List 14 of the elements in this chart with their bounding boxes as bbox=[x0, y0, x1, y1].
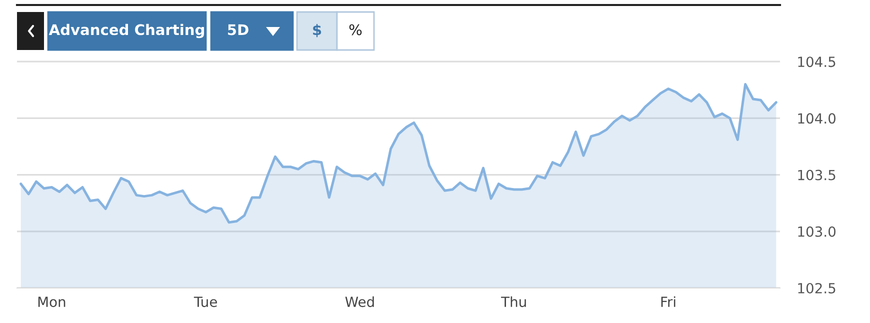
y-tick-label: 104.0 bbox=[798, 113, 836, 124]
annotation: Advanced Charting bbox=[48, 24, 204, 38]
y-tick-label: 102.5 bbox=[798, 282, 836, 294]
x-tick-label: Fri bbox=[661, 296, 676, 307]
annotation: $ bbox=[313, 24, 322, 38]
x-tick-label: Wed bbox=[345, 296, 374, 308]
x-tick-label: Mon bbox=[38, 296, 66, 308]
y-tick-label: 103.5 bbox=[798, 170, 836, 180]
annotation: 5D bbox=[228, 24, 248, 36]
x-tick-label: Tue bbox=[194, 296, 217, 308]
y-tick-label: 103.0 bbox=[798, 226, 836, 237]
y-tick-label: 104.5 bbox=[798, 56, 836, 68]
x-tick-label: Thu bbox=[501, 296, 526, 308]
annotation: % bbox=[349, 24, 362, 36]
